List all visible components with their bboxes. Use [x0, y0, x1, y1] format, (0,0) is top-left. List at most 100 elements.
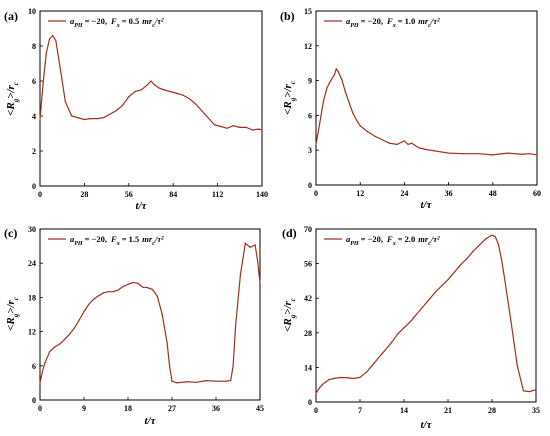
panel-b-data-point [322, 100, 324, 103]
panel-c-data-point [225, 380, 227, 382]
panel-d-ytick-label: 14 [304, 363, 312, 372]
panel-b-data-point [492, 154, 494, 156]
panel-c-data-point [49, 350, 51, 353]
panel-c-legend-text: aPH = −20, Fx = 1.5 mrc/τ² [70, 234, 164, 247]
panel-d-data-point [466, 258, 468, 260]
panel-b-data-point [330, 80, 332, 82]
panel-a-data-point [261, 129, 263, 131]
panel-d-data-point [334, 377, 336, 379]
panel-c-xtick-label: 18 [124, 404, 132, 413]
panel-d-ytick-label: 42 [304, 294, 312, 303]
panel-a-data-point [96, 118, 98, 120]
panel-b-data-point [425, 149, 428, 151]
panel-c-data-point [244, 242, 246, 244]
panel-b-data-point [355, 119, 358, 121]
panel-c-data-point [98, 295, 100, 297]
panel-d-data-point [516, 364, 518, 366]
panel-c-data-point [41, 370, 44, 373]
panel-b-xtick-label: 60 [533, 189, 541, 198]
panel-b-tag: (b) [280, 9, 295, 23]
panel-a-xtick-label: 112 [212, 190, 224, 199]
panel-c: (c) 0 9 18 27 36 45 0 6 12 18 24 30 aPH = −20, Fx = 1.… [4, 225, 264, 427]
panel-b-data-point [315, 143, 317, 145]
panel-a-xtick-label: 28 [80, 190, 88, 199]
panel-b-data-point [326, 86, 328, 89]
panel-a-data-point [115, 110, 117, 112]
panel-c-ytick-label: 24 [28, 259, 36, 268]
panel-a-data-point [109, 113, 111, 115]
panel-a-data-point [52, 34, 54, 37]
panel-d-data-point [447, 279, 449, 281]
panel-c-data-point [256, 259, 259, 261]
panel-b-data-point [359, 125, 361, 127]
panel-a-data-point [226, 127, 228, 129]
panel-c-data-point [249, 246, 251, 248]
panel-c-data-point [112, 291, 114, 293]
panel-b-data-point [317, 133, 319, 135]
panel-c-xtick-label: 0 [38, 404, 42, 413]
panel-c-data-point [83, 311, 85, 313]
panel-b-data-point [396, 143, 398, 145]
panel-a-ytick-label: 6 [32, 77, 36, 86]
panel-c-data-point [176, 382, 178, 384]
panel-d-data-point [459, 264, 462, 266]
panel-d-xtick-label: 0 [314, 406, 318, 415]
panel-b-xlabel: t/τ [421, 199, 433, 211]
panel-c-data-point [54, 346, 56, 348]
panel-b-data-point [381, 139, 383, 141]
panel-b-data-point [389, 142, 391, 144]
panel-a-data-point [42, 82, 44, 84]
panel-b-ylabel: <Rg>/rc [282, 81, 297, 115]
panel-c-data-point [146, 287, 149, 289]
panel-d-data-point [327, 379, 330, 381]
panel-c-ylabel: <Rg>/rc [5, 297, 20, 331]
panel-a-frame [39, 10, 263, 187]
panel-d-data-point [346, 377, 349, 379]
panel-d-data-point [441, 285, 443, 287]
panel-c-ytick-label: 30 [28, 225, 36, 234]
panel-b-data-point [352, 112, 354, 114]
panel-c-data-point [44, 362, 46, 364]
panel-d-data-point [321, 384, 323, 386]
panel-b-data-point [411, 142, 413, 144]
panel-b-data-point [341, 78, 343, 81]
panel-c-ytick-label: 12 [28, 328, 36, 337]
panel-d-data-point [453, 271, 455, 273]
panel-a-data-point [194, 103, 196, 105]
panel-b-xtick-label: 24 [400, 189, 408, 198]
panel-c-data-point [127, 283, 129, 285]
panel-b-data-point [366, 131, 369, 133]
panel-a-data-point [163, 89, 165, 91]
panel-a-points [39, 34, 263, 131]
panel-d-ytick-label: 70 [304, 225, 312, 234]
panel-d-data-point [353, 377, 355, 380]
panel-d-series-line [315, 234, 537, 394]
panel-c-xtick-label: 27 [168, 404, 176, 413]
panel-a-ytick-label: 2 [32, 147, 36, 156]
panel-d-ytick-label: 56 [304, 260, 312, 269]
panel-a-data-point [64, 101, 66, 103]
panel-a-ylabel: <Rg>/rc [5, 82, 20, 116]
panel-b-data-point [333, 74, 336, 76]
panel-c-xtick-label: 36 [212, 404, 220, 413]
panel-a-legend: aPH = −20, Fx = 0.5 mrc/τ² [48, 16, 164, 29]
panel-d-data-point [315, 392, 317, 394]
panel-c-data-point [239, 274, 242, 276]
panel-d-data-point [500, 258, 503, 260]
panel-d-xtick-label: 14 [400, 406, 408, 415]
panel-c-data-point [254, 244, 256, 246]
panel-a-ticks: 0 28 56 84 112 140 0 2 4 6 8 10 [28, 7, 268, 199]
panel-c-data-point [93, 298, 95, 300]
panel-b-data-point [374, 135, 376, 137]
panel-a-legend-text: aPH = −20, Fx = 0.5 mrc/τ² [70, 16, 164, 29]
panel-c-xtick-label: 9 [82, 404, 86, 413]
panel-a: (a) 0 28 56 84 112 140 0 2 4 6 8 10 aPH = −20, Fx = 0.… [4, 7, 268, 212]
panel-c-ytick-label: 18 [28, 293, 36, 302]
panel-b-data-point [462, 153, 464, 155]
panel-a-data-point [232, 125, 235, 127]
panel-d-data-point [472, 250, 474, 252]
panel-a-data-point [60, 69, 62, 72]
